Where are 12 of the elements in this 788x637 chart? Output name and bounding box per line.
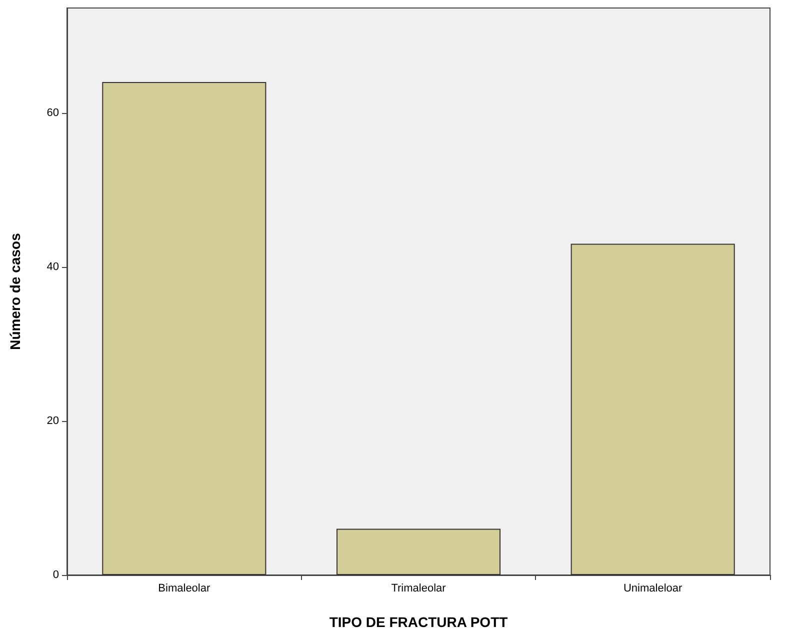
x-tick-label: Unimaleloar <box>623 582 683 594</box>
y-tick-label: 40 <box>46 260 59 273</box>
y-tick-label: 20 <box>46 414 59 427</box>
x-axis-title: TIPO DE FRACTURA POTT <box>329 614 508 630</box>
bar <box>336 528 501 575</box>
bar <box>570 244 735 575</box>
y-tick-label: 0 <box>52 569 59 581</box>
y-axis-title: Número de casos <box>7 232 23 350</box>
x-tick-label: Trimaleolar <box>391 582 446 594</box>
x-tick-label: Bimaleolar <box>158 582 210 594</box>
bar <box>102 82 266 575</box>
y-tick-label: 60 <box>46 106 59 119</box>
